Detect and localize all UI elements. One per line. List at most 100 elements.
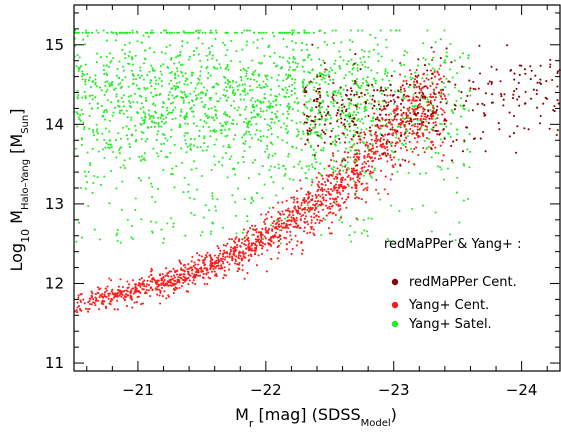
redmapper-point <box>372 94 375 97</box>
satellite-point <box>214 209 218 212</box>
central-point <box>313 208 316 212</box>
central-point <box>384 100 387 104</box>
central-point <box>331 197 334 200</box>
central-point <box>214 267 217 270</box>
central-point <box>140 277 143 280</box>
satellite-point <box>306 84 309 87</box>
satellite-point <box>169 151 172 155</box>
central-point <box>379 157 382 160</box>
redmapper-point <box>396 113 399 116</box>
satellite-point <box>249 85 252 88</box>
satellite-point <box>174 72 177 75</box>
satellite-point <box>430 156 433 159</box>
satellite-point <box>148 70 151 73</box>
satellite-point <box>88 127 91 130</box>
satellite-point <box>160 31 163 34</box>
central-point <box>266 217 269 220</box>
central-point <box>147 283 151 287</box>
central-point <box>254 238 257 241</box>
satellite-point <box>340 95 343 98</box>
satellite-point <box>76 97 79 100</box>
satellite-point <box>170 58 173 61</box>
redmapper-point <box>341 109 344 112</box>
redmapper-point <box>342 132 345 135</box>
satellite-point <box>301 81 304 84</box>
satellite-point <box>77 221 81 224</box>
satellite-point <box>243 149 246 153</box>
satellite-point <box>180 96 183 99</box>
satellite-point <box>109 143 113 146</box>
redmapper-point <box>316 87 319 90</box>
central-point <box>384 153 387 157</box>
satellite-point <box>332 166 335 169</box>
redmapper-point <box>340 121 343 124</box>
satellite-point <box>93 174 96 178</box>
redmapper-point <box>442 128 445 131</box>
central-point <box>290 238 293 241</box>
redmapper-point <box>331 96 334 99</box>
central-point <box>184 266 187 269</box>
satellite-point <box>149 220 152 223</box>
redmapper-point <box>385 142 388 145</box>
central-point <box>389 154 392 157</box>
satellite-point <box>126 218 129 221</box>
central-point <box>92 298 95 301</box>
satellite-point <box>199 91 202 94</box>
central-point <box>373 133 376 136</box>
satellite-point <box>138 87 141 91</box>
central-point <box>345 206 348 209</box>
satellite-point <box>337 134 340 137</box>
satellite-point <box>102 69 106 72</box>
central-point <box>131 306 134 309</box>
redmapper-point <box>305 121 308 124</box>
redmapper-point <box>379 86 383 89</box>
satellite-point <box>115 93 118 96</box>
satellite-point <box>224 111 227 114</box>
satellite-point <box>319 106 322 109</box>
satellite-point <box>173 76 176 80</box>
satellite-point <box>444 61 447 64</box>
satellite-point <box>181 63 184 66</box>
satellite-point <box>245 44 248 47</box>
satellite-point <box>137 177 141 180</box>
central-point <box>436 116 439 120</box>
satellite-point <box>212 85 215 88</box>
satellite-point <box>189 138 193 141</box>
central-point <box>178 279 181 282</box>
central-point <box>354 169 357 172</box>
satellite-point <box>103 118 107 121</box>
satellite-point <box>256 86 259 89</box>
satellite-point <box>227 82 230 85</box>
central-point <box>435 86 438 89</box>
satellite-point <box>81 112 84 115</box>
satellite-point <box>105 64 108 67</box>
redmapper-point <box>373 100 376 103</box>
y-tick-label: 15 <box>45 36 64 54</box>
satellite-point <box>209 129 212 133</box>
central-point <box>224 274 228 277</box>
satellite-point <box>164 137 167 140</box>
satellite-point <box>217 83 220 86</box>
satellite-point <box>322 146 325 150</box>
central-point <box>327 227 330 230</box>
satellite-point <box>342 169 345 172</box>
central-point <box>420 115 423 118</box>
satellite-point <box>264 97 267 100</box>
central-point <box>417 104 420 107</box>
satellite-point <box>189 92 192 95</box>
satellite-point <box>86 34 89 38</box>
redmapper-point <box>327 110 330 114</box>
satellite-point <box>171 118 174 121</box>
satellite-point <box>194 87 197 90</box>
satellite-point <box>373 167 376 170</box>
central-point <box>192 265 195 268</box>
redmapper-point <box>450 159 453 162</box>
redmapper-point <box>336 120 339 123</box>
satellite-point <box>108 52 112 55</box>
redmapper-point <box>495 68 498 71</box>
redmapper-point <box>396 130 399 133</box>
satellite-point <box>292 68 295 72</box>
satellite-point <box>215 82 219 85</box>
satellite-point <box>274 94 277 98</box>
